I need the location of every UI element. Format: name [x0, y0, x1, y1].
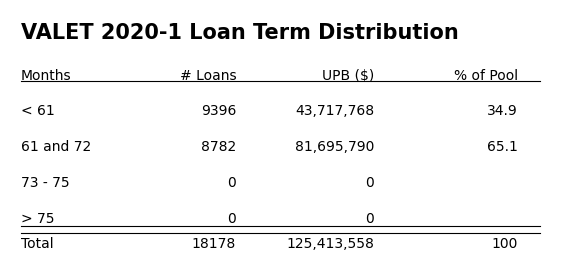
Text: Total: Total — [21, 237, 54, 251]
Text: 73 - 75: 73 - 75 — [21, 176, 70, 190]
Text: 0: 0 — [365, 176, 374, 190]
Text: 81,695,790: 81,695,790 — [295, 140, 374, 154]
Text: 0: 0 — [227, 212, 236, 226]
Text: > 75: > 75 — [21, 212, 54, 226]
Text: 125,413,558: 125,413,558 — [286, 237, 374, 251]
Text: 0: 0 — [365, 212, 374, 226]
Text: 0: 0 — [227, 176, 236, 190]
Text: 43,717,768: 43,717,768 — [295, 104, 374, 117]
Text: # Loans: # Loans — [180, 69, 236, 83]
Text: UPB ($): UPB ($) — [322, 69, 374, 83]
Text: 61 and 72: 61 and 72 — [21, 140, 91, 154]
Text: Months: Months — [21, 69, 71, 83]
Text: 18178: 18178 — [192, 237, 236, 251]
Text: 65.1: 65.1 — [487, 140, 518, 154]
Text: 9396: 9396 — [201, 104, 236, 117]
Text: 8782: 8782 — [201, 140, 236, 154]
Text: < 61: < 61 — [21, 104, 55, 117]
Text: VALET 2020-1 Loan Term Distribution: VALET 2020-1 Loan Term Distribution — [21, 23, 458, 43]
Text: 100: 100 — [491, 237, 518, 251]
Text: 34.9: 34.9 — [487, 104, 518, 117]
Text: % of Pool: % of Pool — [454, 69, 518, 83]
